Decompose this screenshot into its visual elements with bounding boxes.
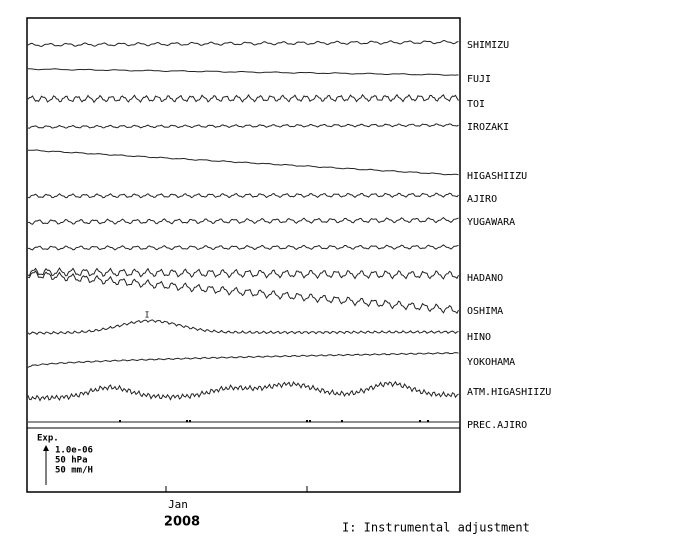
trace (28, 68, 459, 76)
station-label: IROZAKI (467, 122, 509, 133)
precip-tick (341, 420, 343, 422)
legend-title: Exp. (37, 434, 59, 444)
precip-tick (427, 420, 429, 422)
trace (27, 319, 459, 335)
footnote: I: Instrumental adjustment (342, 521, 530, 535)
trace (27, 270, 459, 315)
station-label: TOI (467, 99, 485, 110)
precip-tick (186, 420, 188, 422)
trace (28, 149, 459, 176)
trace (27, 192, 459, 199)
year-label: 2008 (164, 515, 200, 530)
station-label: HIGASHIIZU (467, 171, 527, 182)
station-label: SHIMIZU (467, 40, 509, 51)
precip-tick (119, 420, 121, 422)
x-label: Jan (168, 498, 188, 511)
station-label: HINO (467, 332, 491, 343)
station-label: HADANO (467, 273, 503, 284)
trace (27, 216, 459, 225)
legend-item: 1.0e-06 (55, 446, 93, 456)
trace (28, 244, 459, 251)
station-label: YUGAWARA (467, 217, 515, 228)
trace (27, 352, 459, 368)
station-label: YOKOHAMA (467, 357, 515, 368)
precip-tick (189, 420, 191, 422)
adjustment-mark: I (145, 311, 150, 320)
precip-tick (419, 420, 421, 422)
trace (27, 380, 459, 402)
plot-frame (26, 17, 461, 493)
trace (27, 267, 459, 280)
station-label: PREC.AJIRO (467, 420, 527, 431)
legend-arrowhead (43, 445, 49, 451)
precip-tick (306, 420, 308, 422)
legend-item: 50 mm/H (55, 466, 93, 476)
precip-tick (309, 420, 311, 422)
station-label: FUJI (467, 74, 491, 85)
trace (27, 123, 459, 129)
station-label: OSHIMA (467, 306, 503, 317)
legend-item: 50 hPa (55, 456, 88, 466)
station-label: AJIRO (467, 194, 497, 205)
trace (27, 39, 459, 48)
trace (27, 93, 459, 104)
station-label: ATM.HIGASHIIZU (467, 387, 551, 398)
